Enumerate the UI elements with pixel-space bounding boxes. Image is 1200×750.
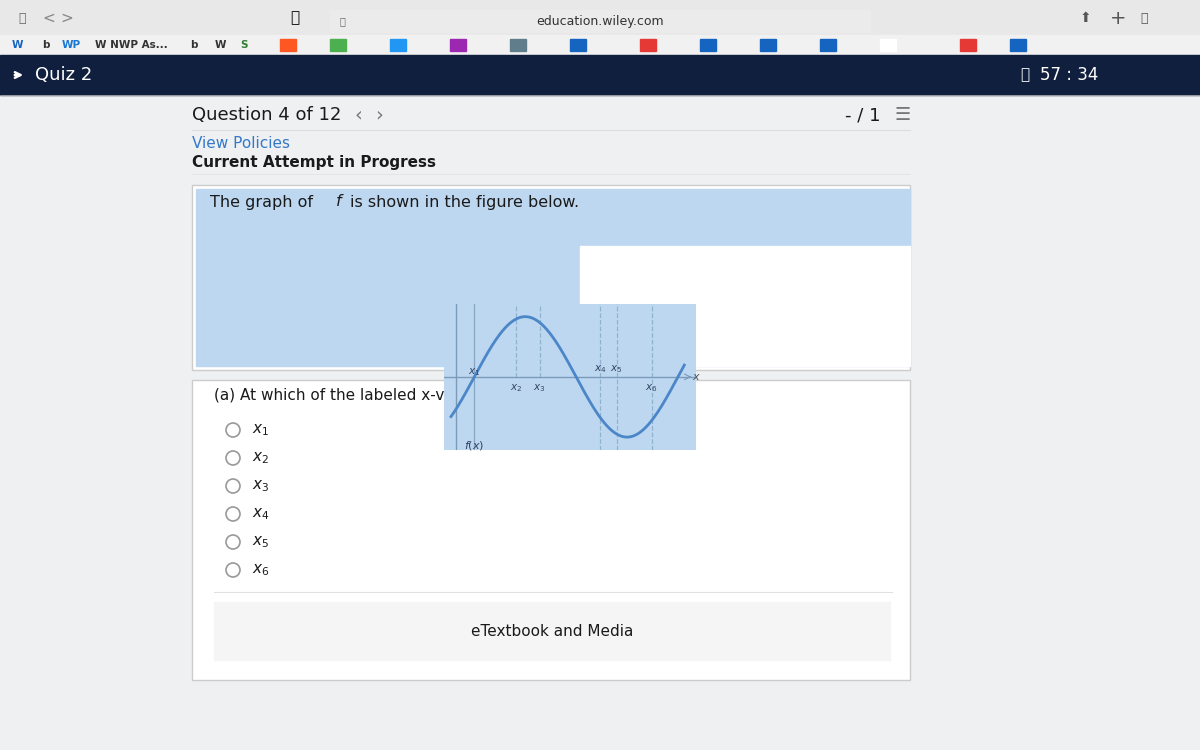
Text: Current Attempt in Progress: Current Attempt in Progress (192, 154, 436, 170)
Text: <: < (42, 10, 55, 26)
Text: b: b (42, 40, 49, 50)
Bar (0, 55, 1200, 95)
Bar (510, 39, 526, 51)
Bar (280, 39, 296, 51)
Text: $x_4$: $x_4$ (594, 363, 607, 375)
Bar (0, 35, 1200, 55)
Text: $x_6$: $x_6$ (252, 562, 270, 578)
Bar (330, 39, 346, 51)
Circle shape (226, 535, 240, 549)
Circle shape (226, 507, 240, 521)
Bar (196, 189, 910, 366)
Text: View Policies: View Policies (192, 136, 290, 152)
Text: The graph of: The graph of (210, 194, 313, 209)
Text: >: > (60, 10, 73, 26)
Bar (580, 246, 910, 366)
Text: f(x): f(x) (478, 388, 504, 403)
Text: $f(x)$: $f(x)$ (464, 440, 485, 452)
Bar (450, 39, 466, 51)
Bar (570, 39, 586, 51)
Text: S: S (240, 40, 247, 50)
Text: $x$: $x$ (692, 372, 702, 382)
Text: ‹: ‹ (354, 106, 361, 124)
Text: W: W (12, 40, 24, 50)
Bar (700, 39, 716, 51)
Text: $x_1$: $x_1$ (252, 422, 269, 438)
Text: 🌐: 🌐 (290, 10, 299, 26)
Circle shape (226, 563, 240, 577)
Text: 🔒: 🔒 (340, 16, 346, 26)
Bar (330, 10, 870, 32)
Text: $x_4$: $x_4$ (252, 506, 270, 522)
Text: WP: WP (62, 40, 82, 50)
Text: ☰: ☰ (895, 106, 911, 124)
Text: eTextbook and Media: eTextbook and Media (470, 623, 634, 638)
Bar (960, 39, 976, 51)
Circle shape (226, 451, 240, 465)
Text: $x_3$: $x_3$ (534, 382, 546, 394)
Text: W: W (215, 40, 227, 50)
Bar (0, 0, 1200, 35)
Text: 57 : 34: 57 : 34 (1040, 66, 1098, 84)
Text: $x_6$: $x_6$ (646, 382, 658, 394)
Text: ›: › (374, 106, 383, 124)
Bar (880, 39, 896, 51)
Text: f: f (336, 194, 342, 209)
Text: $x_2$: $x_2$ (510, 382, 522, 394)
Text: $x_2$: $x_2$ (252, 450, 269, 466)
Text: greatest?: greatest? (522, 388, 594, 403)
Text: ⏱: ⏱ (1020, 68, 1030, 82)
Text: $x_1$: $x_1$ (468, 366, 480, 377)
Bar (0, 95, 1200, 750)
Text: (a) At which of the labeled x-values is: (a) At which of the labeled x-values is (214, 388, 503, 403)
FancyBboxPatch shape (192, 380, 910, 680)
Text: Quiz 2: Quiz 2 (35, 66, 92, 84)
Text: $x_5$: $x_5$ (252, 534, 269, 550)
Circle shape (226, 423, 240, 437)
Text: W NWP As...: W NWP As... (95, 40, 168, 50)
FancyBboxPatch shape (192, 185, 910, 370)
Bar (390, 39, 406, 51)
Text: education.wiley.com: education.wiley.com (536, 14, 664, 28)
Text: is shown in the figure below.: is shown in the figure below. (350, 194, 580, 209)
Text: b: b (190, 40, 198, 50)
Text: ⬆: ⬆ (1080, 11, 1092, 25)
Bar (214, 602, 890, 660)
Bar (1010, 39, 1026, 51)
Text: ⬜: ⬜ (1140, 11, 1147, 25)
Text: - / 1: - / 1 (845, 106, 881, 124)
Bar (820, 39, 836, 51)
Text: +: + (1110, 8, 1127, 28)
Text: $x_3$: $x_3$ (252, 478, 269, 494)
Bar (760, 39, 776, 51)
Circle shape (226, 479, 240, 493)
Text: ⬜: ⬜ (18, 11, 25, 25)
Text: Question 4 of 12: Question 4 of 12 (192, 106, 341, 124)
Bar (640, 39, 656, 51)
Text: $x_5$: $x_5$ (611, 363, 623, 375)
